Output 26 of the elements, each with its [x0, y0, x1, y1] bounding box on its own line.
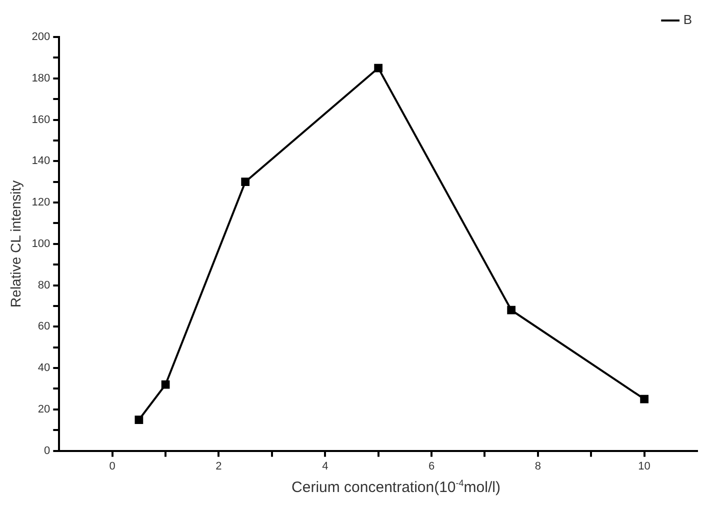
y-tick-label: 180 — [32, 72, 50, 84]
x-tick-label: 6 — [428, 460, 435, 472]
y-tick-label: 200 — [32, 31, 50, 44]
y-tick-label: 140 — [32, 155, 50, 168]
y-tick-label: 80 — [38, 279, 50, 292]
point — [374, 64, 383, 72]
point — [241, 178, 250, 186]
y-tick-label: 0 — [44, 444, 50, 457]
y-tick-label: 20 — [38, 403, 50, 416]
y-tick-label: 160 — [32, 114, 50, 126]
legend-label: B — [683, 12, 692, 28]
x-tick-label: 0 — [109, 460, 116, 472]
y-tick-label: 60 — [38, 320, 50, 333]
y-tick-label: 120 — [32, 196, 50, 209]
point — [507, 306, 516, 314]
point — [161, 380, 170, 389]
y-axis-title: Relative CL intensity — [7, 180, 24, 308]
x-tick-label: 8 — [534, 460, 541, 472]
x-axis-title: Cerium concentration(10$^{-4}$mol/l) — [290, 478, 502, 496]
x-tick-label: 10 — [638, 460, 650, 472]
point — [640, 394, 648, 404]
x-tick-label: 2 — [216, 460, 222, 472]
x-tick-label: 4 — [322, 460, 328, 472]
y-tick-label: 100 — [32, 238, 50, 250]
y-tick-label: 40 — [38, 362, 50, 374]
point — [134, 416, 144, 424]
